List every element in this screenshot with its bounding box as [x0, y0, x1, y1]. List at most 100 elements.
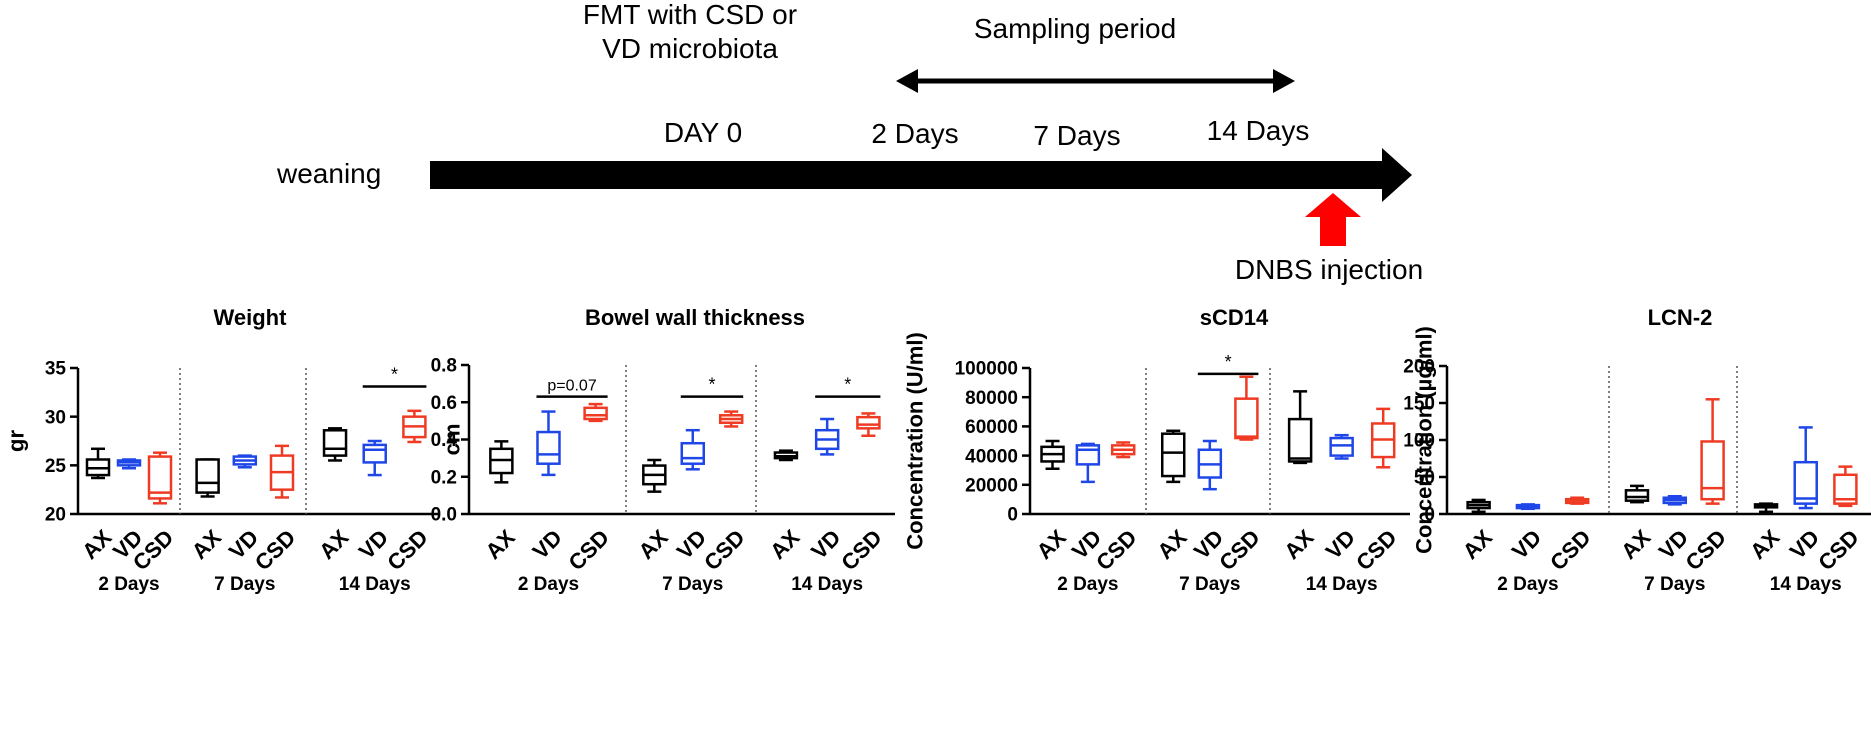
box-iqr: [322, 429, 348, 457]
period-label: 7 Days: [1644, 574, 1705, 595]
box-iqr: [1287, 417, 1313, 463]
fmt-label-line1: FMT with CSD or: [583, 0, 797, 30]
chart-panel-4: LCN-2 Concentration (µg/ml)0 50 100 150 200 AX…: [1403, 305, 1871, 595]
box-iqr: [147, 455, 173, 500]
y-tick-label: 25: [45, 456, 67, 477]
y-tick-label: 20000: [965, 475, 1018, 496]
box-iqr: [583, 406, 608, 421]
box-iqr: [195, 458, 220, 494]
x-tick-label: AX: [1152, 525, 1192, 565]
box-7-days-csd: [269, 444, 295, 499]
significance-label: *: [1225, 352, 1232, 372]
box-14-days-csd: [1370, 407, 1396, 469]
box-iqr: [362, 443, 387, 464]
weaning-label: weaning: [276, 158, 381, 189]
box-7-days-csd: [718, 410, 744, 428]
y-tick-label: 100: [1403, 431, 1435, 452]
y-tick-label: 20: [45, 505, 66, 526]
period-label: 7 Days: [662, 574, 723, 595]
sampling-period-label: Sampling period: [974, 13, 1176, 44]
chart-title: Bowel wall thickness: [585, 305, 805, 330]
x-tick-label: CSD: [1091, 525, 1142, 576]
x-tick-label: CSD: [1214, 525, 1265, 576]
x-tick-label: AX: [480, 525, 520, 565]
box-14-days-ax: [1753, 502, 1779, 514]
dnbs-injection-label: DNBS injection: [1235, 254, 1423, 285]
box-7-days-vd: [680, 428, 706, 471]
x-tick-label: CSD: [1545, 525, 1596, 576]
box-2-days-vd: [116, 458, 142, 470]
period-label: 7 Days: [214, 574, 275, 595]
y-axis-label: gr: [4, 430, 29, 452]
box-iqr: [536, 430, 561, 465]
sampling-arrow-right-head: [1273, 69, 1295, 93]
period-label: 14 Days: [339, 574, 411, 595]
box-2-days-ax: [489, 440, 514, 484]
box-iqr: [1700, 440, 1725, 501]
chart-panel-3: sCD14 Concentration (U/ml) 0 20000 40000 6000…: [903, 305, 1410, 595]
x-tick-label: AX: [765, 525, 805, 565]
timeline-arrow-shaft: [430, 161, 1385, 189]
box-14-days-vd: [814, 417, 840, 456]
box-14-days-ax: [1287, 390, 1313, 465]
box-2-days-csd: [1110, 441, 1136, 459]
chart-panel-2: Bowel wall thickness cm 0.0 0.2 0.4 0.6 0.8 p=0…: [431, 305, 895, 595]
dnbs-injection-arrow: [1305, 193, 1361, 246]
box-2-days-vd: [1075, 442, 1101, 484]
period-label: 2 Days: [98, 574, 159, 595]
y-tick-label: 80000: [965, 388, 1018, 409]
day2-label: 2 Days: [871, 118, 958, 149]
box-2-days-csd: [1564, 496, 1590, 505]
x-tick-label: AX: [1616, 525, 1656, 565]
box-2-days-ax: [1040, 439, 1065, 470]
day7-label: 7 Days: [1033, 120, 1120, 151]
x-tick-label: CSD: [699, 525, 750, 576]
box-7-days-csd: [1234, 375, 1259, 441]
period-label: 14 Days: [791, 574, 863, 595]
box-iqr: [1234, 397, 1259, 440]
box-iqr: [1329, 436, 1354, 457]
box-iqr: [680, 441, 706, 465]
box-7-days-ax: [195, 458, 220, 498]
timeline-arrow-head: [1382, 148, 1412, 202]
box-2-days-ax: [1466, 498, 1491, 514]
x-tick-label: CSD: [1681, 525, 1732, 576]
box-iqr: [1833, 473, 1858, 505]
x-tick-label: CSD: [382, 525, 433, 576]
x-tick-label: AX: [1745, 525, 1785, 565]
day14-label: 14 Days: [1207, 115, 1310, 146]
y-tick-label: 0.6: [431, 393, 457, 414]
x-tick-label: AX: [314, 525, 354, 565]
chart-title: Weight: [214, 305, 288, 330]
y-tick-label: 150: [1403, 394, 1435, 415]
x-tick-label: CSD: [564, 525, 615, 576]
box-14-days-vd: [362, 439, 387, 477]
box-14-days-vd: [1793, 426, 1818, 510]
box-14-days-csd: [856, 412, 881, 438]
box-14-days-csd: [1833, 465, 1858, 508]
day0-label: DAY 0: [664, 117, 742, 148]
timeline: FMT with CSD or VD microbiota Sampling p…: [276, 0, 1423, 285]
significance-label: p=0.07: [547, 378, 596, 395]
box-7-days-csd: [1700, 398, 1725, 505]
box-iqr: [1160, 432, 1186, 478]
box-2-days-ax: [85, 447, 111, 480]
y-tick-label: 0: [1424, 505, 1435, 526]
significance-label: *: [708, 375, 715, 395]
box-iqr: [1793, 460, 1818, 505]
box-2-days-csd: [583, 402, 608, 423]
y-axis-label: Concentration (U/ml): [903, 332, 928, 550]
x-tick-label: AX: [1032, 525, 1072, 565]
box-7-days-vd: [232, 454, 258, 469]
box-7-days-vd: [1662, 494, 1688, 506]
x-tick-label: CSD: [250, 525, 301, 576]
x-tick-label: AX: [633, 525, 673, 565]
y-tick-label: 0: [1007, 505, 1018, 526]
y-tick-label: 35: [45, 359, 67, 380]
x-tick-label: AX: [1279, 525, 1319, 565]
box-2-days-vd: [1515, 503, 1541, 511]
box-7-days-ax: [642, 458, 667, 493]
